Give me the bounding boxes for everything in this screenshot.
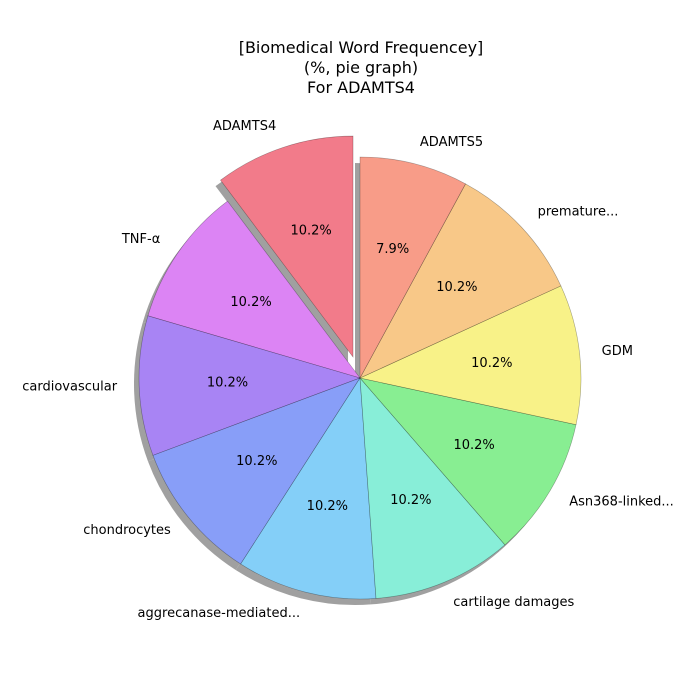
pie-slice	[359, 285, 582, 426]
pie-labels: ADAMTS4 10.2% TNF-α 10.2% cardiovascular 10.2…	[22, 119, 674, 621]
slice-category-label: ADAMTS4	[213, 119, 276, 134]
slice-category-label: cartilage damages	[453, 595, 574, 610]
slice-category-label: GDM	[602, 344, 633, 359]
pie-slice	[240, 377, 377, 600]
pie-slice	[138, 315, 361, 456]
pie-slice	[359, 156, 466, 379]
pie-slice	[152, 377, 361, 565]
slice-percent-label: 10.2%	[290, 224, 331, 239]
slice-percent-label: 10.2%	[436, 280, 477, 295]
pie-slice	[220, 135, 354, 358]
pie-slice	[147, 200, 361, 379]
slice-category-label: TNF-α	[121, 232, 160, 247]
slice-percent-label: 10.2%	[236, 454, 277, 469]
slice-percent-label: 10.2%	[207, 375, 248, 390]
slice-category-label: chondrocytes	[83, 523, 171, 538]
chart-title-line-1: [Biomedical Word Frequencey]	[239, 38, 484, 57]
chart-title-line-3: For ADAMTS4	[307, 78, 415, 97]
slice-percent-label: 10.2%	[471, 356, 512, 371]
pie-slice	[359, 377, 506, 599]
slice-percent-label: 7.9%	[376, 242, 409, 257]
slice-percent-label: 10.2%	[453, 438, 494, 453]
pie-slice	[359, 377, 577, 546]
slice-percent-label: 10.2%	[390, 493, 431, 508]
pie-slices	[138, 135, 582, 600]
slice-category-label: premature...	[538, 205, 619, 220]
slice-category-label: Asn368-linked...	[569, 494, 674, 509]
slice-category-label: aggrecanase-mediated...	[138, 606, 301, 621]
pie-slice	[359, 183, 562, 379]
slice-percent-label: 10.2%	[230, 295, 271, 310]
slice-category-label: cardiovascular	[22, 379, 117, 394]
slice-category-label: ADAMTS5	[420, 135, 483, 150]
slice-percent-label: 10.2%	[307, 499, 348, 514]
chart-title-line-2: (%, pie graph)	[304, 58, 418, 77]
